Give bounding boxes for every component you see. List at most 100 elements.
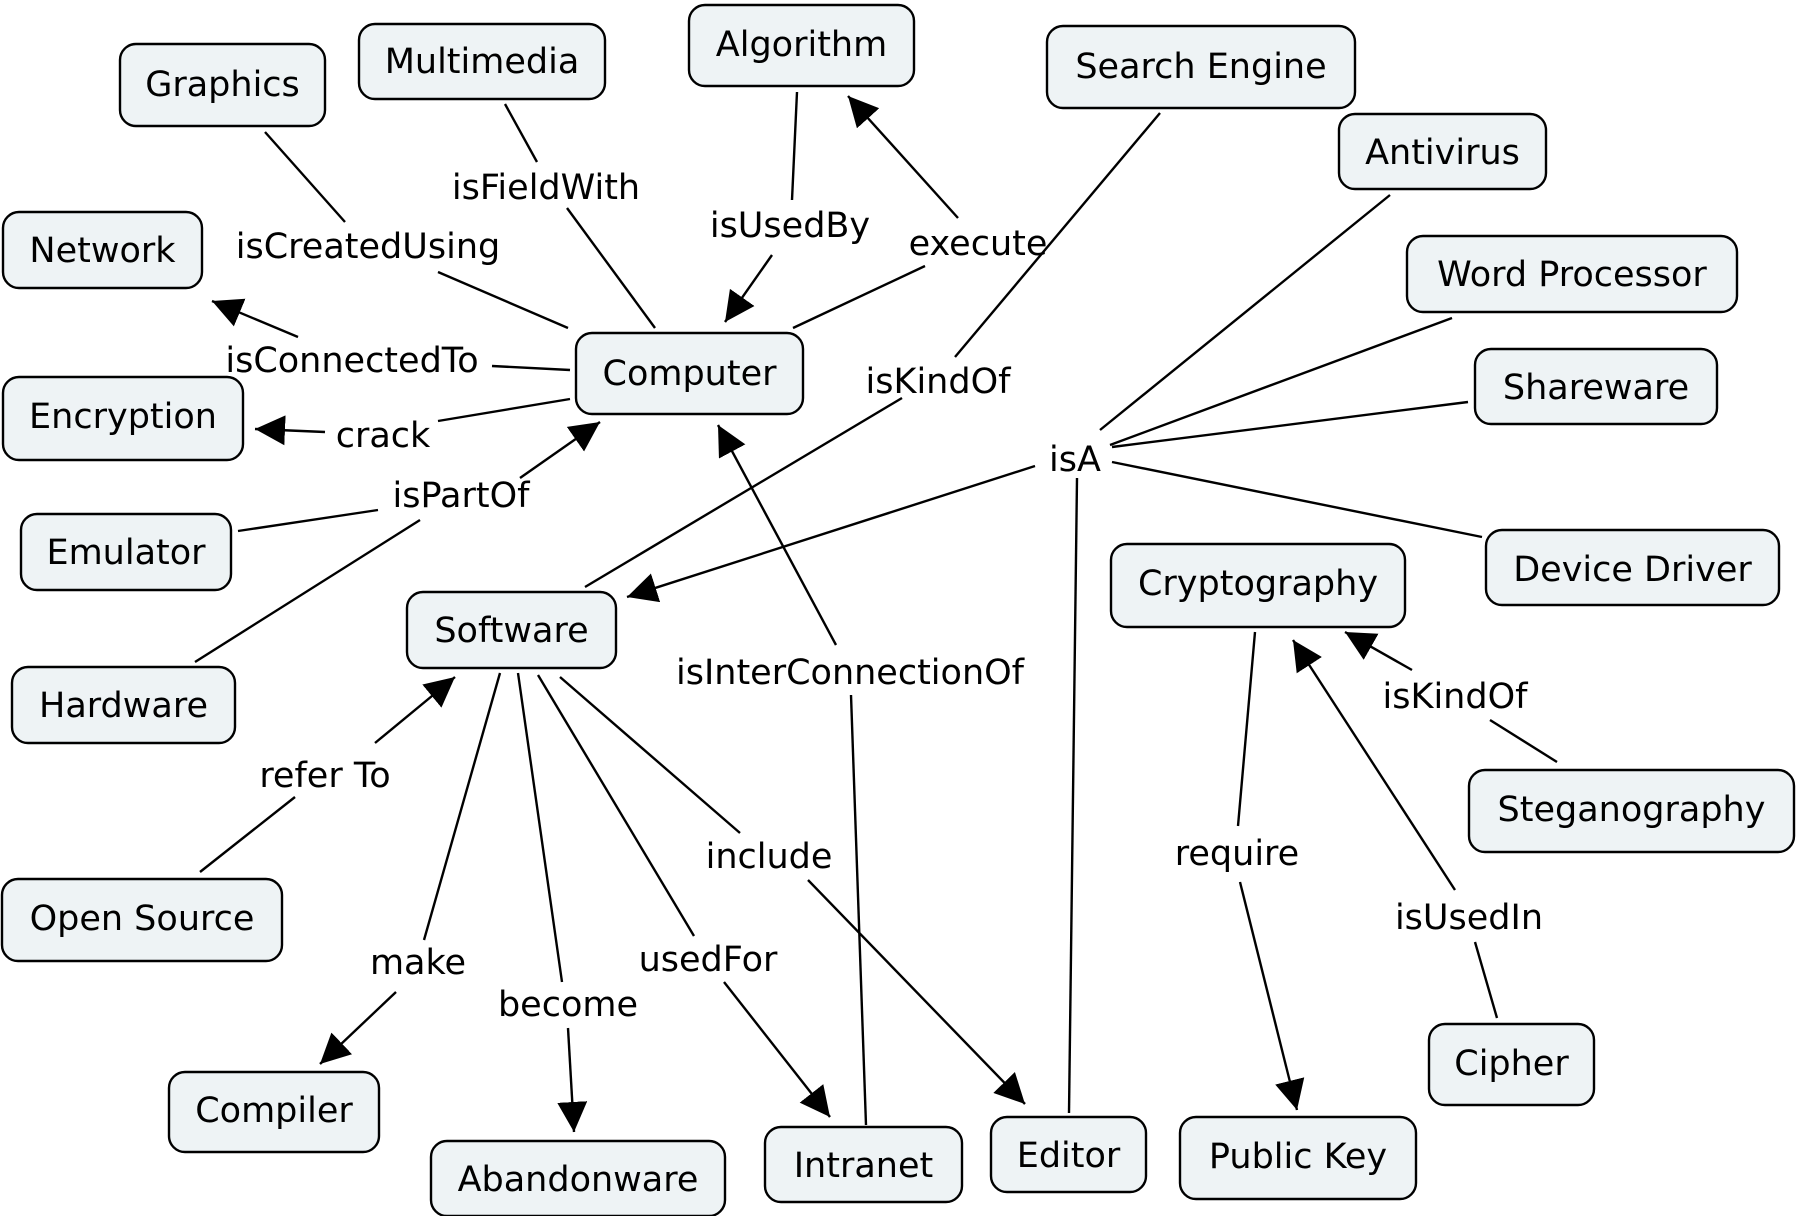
- link-label-isinterconnectionof: isInterConnectionOf: [676, 653, 1025, 693]
- edge-referto-software: [374, 676, 456, 744]
- node-encryption[interactable]: Encryption: [1, 375, 245, 462]
- node-label: Graphics: [145, 65, 300, 105]
- link-label-include: include: [706, 837, 833, 877]
- node-label: Computer: [603, 354, 778, 394]
- node-cipher[interactable]: Cipher: [1427, 1022, 1596, 1107]
- concept-nodes: Computer Graphics Multimedia Algorithm S…: [0, 3, 1796, 1216]
- node-label: Hardware: [39, 686, 208, 726]
- node-open-source[interactable]: Open Source: [0, 877, 284, 963]
- edge-become-abandonware: [557, 1027, 588, 1133]
- link-label-isconnectedto: isConnectedTo: [225, 341, 478, 381]
- edge-include-editor: [807, 879, 1026, 1105]
- edge-computer-crack: [437, 397, 571, 423]
- node-label: Abandonware: [458, 1160, 699, 1200]
- node-label: Device Driver: [1513, 550, 1752, 590]
- edge-ispartof-computer: [519, 421, 601, 479]
- node-emulator[interactable]: Emulator: [19, 512, 233, 592]
- edge-emulator-ispartof: [237, 508, 379, 533]
- node-hardware[interactable]: Hardware: [10, 665, 237, 745]
- node-computer[interactable]: Computer: [574, 331, 805, 416]
- node-label: Compiler: [195, 1091, 353, 1131]
- link-label-ispartof: isPartOf: [393, 476, 531, 516]
- link-label-isfieldwith: isFieldWith: [452, 168, 640, 208]
- edge-searchengine-iskindof: [954, 112, 1161, 358]
- edge-graphics-iscreatedusing: [264, 131, 346, 223]
- node-label: Word Processor: [1437, 255, 1707, 295]
- node-label: Open Source: [30, 899, 255, 939]
- edge-editor-isa: [1067, 477, 1079, 1114]
- edge-shareware-isa: [1111, 400, 1469, 449]
- node-label: Cryptography: [1138, 564, 1378, 604]
- edge-cryptography-require: [1236, 631, 1257, 827]
- edge-computer-isconnectedto: [491, 364, 571, 372]
- link-label-crack: crack: [336, 416, 431, 456]
- edge-software-usedfor: [536, 674, 696, 937]
- link-label-usedfor: usedFor: [639, 940, 778, 980]
- node-label: Algorithm: [716, 25, 887, 65]
- node-intranet[interactable]: Intranet: [763, 1125, 964, 1204]
- edge-iskindof-software: [584, 396, 903, 589]
- node-cryptography[interactable]: Cryptography: [1109, 542, 1407, 629]
- link-label-require: require: [1175, 834, 1299, 874]
- link-label-iscreatedusing: isCreatedUsing: [236, 227, 500, 267]
- node-antivirus[interactable]: Antivirus: [1337, 112, 1548, 191]
- edge-antivirus-isa: [1099, 194, 1391, 431]
- edge-isinterconnectionof-computer: [716, 424, 838, 646]
- edge-require-publickey: [1238, 881, 1305, 1111]
- edge-isusedby-computer: [724, 254, 773, 323]
- link-label-execute: execute: [909, 224, 1048, 264]
- node-graphics[interactable]: Graphics: [118, 42, 327, 128]
- edge-steganography-iskindof: [1489, 718, 1558, 764]
- edge-opensource-referto: [199, 796, 296, 873]
- link-label-isusedin: isUsedIn: [1395, 898, 1543, 938]
- link-label-isusedby: isUsedBy: [710, 206, 870, 246]
- edge-crack-encryption: [254, 415, 326, 446]
- edge-devicedriver-isa: [1111, 460, 1483, 539]
- node-search-engine[interactable]: Search Engine: [1045, 24, 1357, 110]
- node-label: Software: [434, 611, 588, 651]
- link-label-referto: refer To: [259, 756, 390, 796]
- node-word-processor[interactable]: Word Processor: [1405, 234, 1739, 314]
- node-abandonware[interactable]: Abandonware: [429, 1139, 727, 1216]
- node-editor[interactable]: Editor: [989, 1115, 1148, 1194]
- edge-execute-algorithm: [847, 95, 959, 219]
- node-label: Antivirus: [1365, 133, 1520, 173]
- edge-multimedia-isfieldwith: [503, 103, 539, 163]
- edge-algorithm-isusedby: [790, 91, 799, 201]
- link-label-isa: isA: [1049, 440, 1101, 480]
- edge-usedfor-intranet: [723, 981, 831, 1118]
- edge-make-compiler: [319, 991, 397, 1065]
- node-multimedia[interactable]: Multimedia: [357, 22, 607, 101]
- edge-computer-execute: [792, 264, 926, 330]
- edge-isusedin-cryptography: [1291, 639, 1457, 891]
- node-steganography[interactable]: Steganography: [1467, 768, 1796, 854]
- edge-software-include: [559, 676, 741, 834]
- node-shareware[interactable]: Shareware: [1473, 347, 1719, 426]
- edge-iscreatedusing-computer: [437, 270, 569, 330]
- node-label: Multimedia: [385, 42, 580, 82]
- edge-cipher-isusedin: [1473, 941, 1499, 1019]
- edges: [194, 91, 1558, 1133]
- edge-intranet-isinterconnectionof: [849, 694, 868, 1126]
- node-device-driver[interactable]: Device Driver: [1484, 528, 1781, 607]
- node-public-key[interactable]: Public Key: [1178, 1115, 1418, 1201]
- node-software[interactable]: Software: [405, 590, 618, 670]
- link-label-make: make: [370, 943, 466, 983]
- node-label: Editor: [1017, 1136, 1121, 1176]
- node-label: Emulator: [46, 533, 206, 573]
- node-compiler[interactable]: Compiler: [167, 1070, 381, 1154]
- edge-isfieldwith-computer: [566, 207, 656, 329]
- edge-hardware-ispartof: [194, 518, 421, 664]
- link-labels: isFieldWith isCreatedUsing isUsedBy exec…: [225, 168, 1543, 1025]
- node-network[interactable]: Network: [1, 210, 204, 290]
- edge-software-become: [516, 672, 564, 983]
- link-label-iskindof-software: isKindOf: [866, 362, 1012, 402]
- node-label: Public Key: [1209, 1137, 1387, 1177]
- node-label: Intranet: [794, 1146, 934, 1186]
- node-label: Shareware: [1503, 368, 1689, 408]
- node-label: Search Engine: [1075, 47, 1326, 87]
- node-label: Cipher: [1454, 1044, 1569, 1084]
- node-algorithm[interactable]: Algorithm: [687, 3, 916, 88]
- link-label-iskindof-stego: isKindOf: [1383, 677, 1529, 717]
- node-label: Encryption: [29, 397, 217, 437]
